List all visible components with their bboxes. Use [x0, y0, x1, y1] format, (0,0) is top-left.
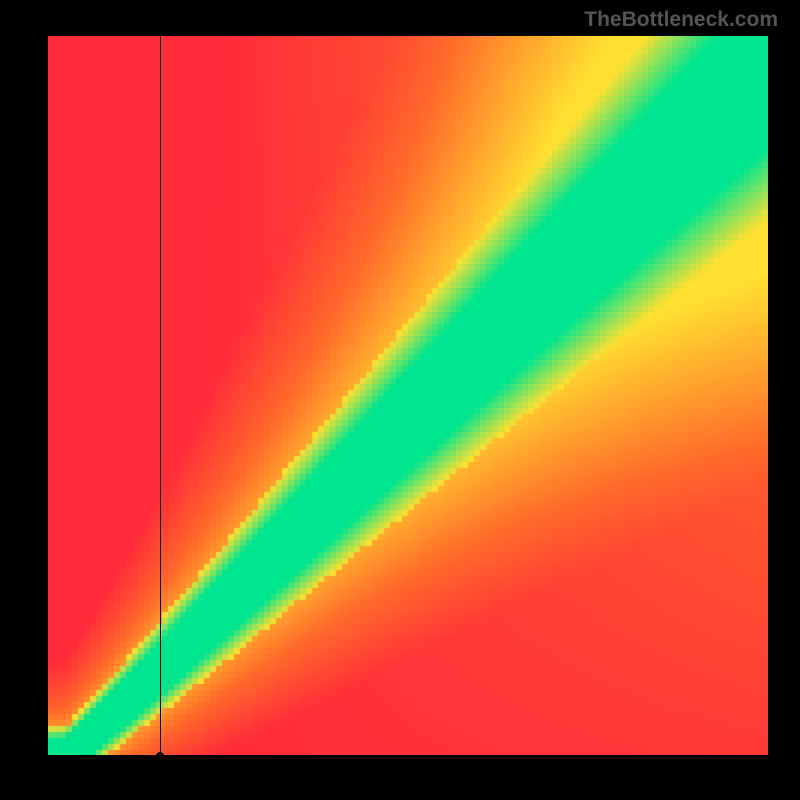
heatmap-canvas	[48, 36, 768, 756]
watermark-text: TheBottleneck.com	[584, 8, 778, 32]
crosshair-marker	[156, 752, 164, 760]
crosshair-vertical	[160, 36, 161, 756]
plot-area	[48, 36, 768, 756]
